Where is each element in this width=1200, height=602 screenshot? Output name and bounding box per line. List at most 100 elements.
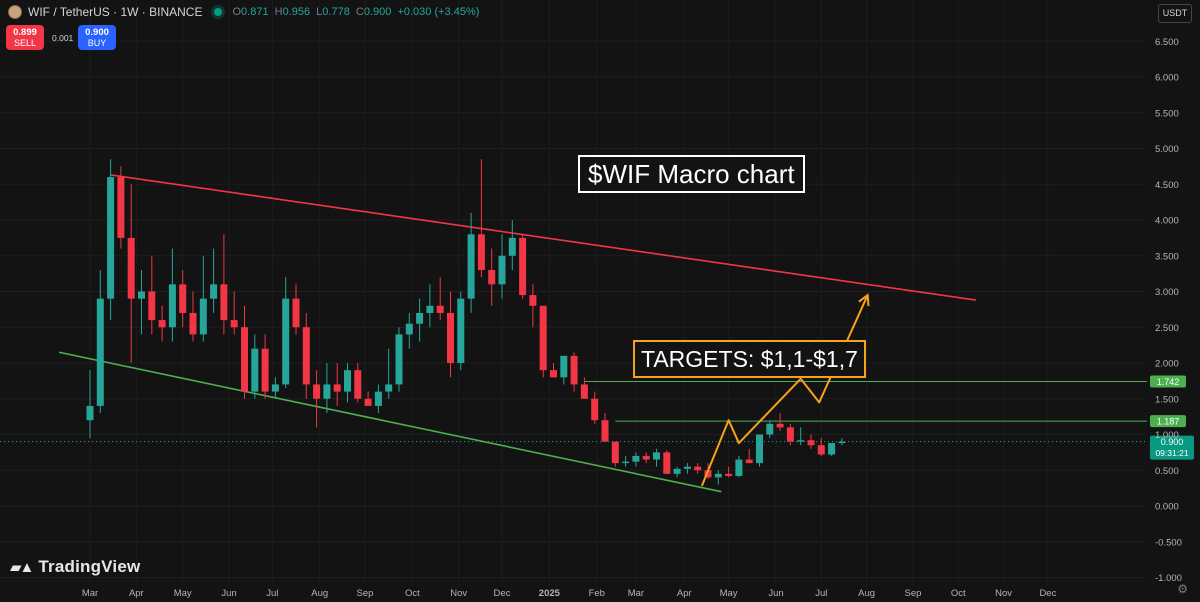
settings-gear-icon[interactable]: ⚙ [1177,582,1188,596]
candle-body [416,312,424,324]
ohlc-change: +0.030 (+3.45%) [397,6,480,18]
candle-body [189,312,197,335]
candle-body [776,423,784,428]
candle-body [385,384,393,392]
support-trendline [58,351,722,493]
tradingview-logo-icon: ▰▲ [10,559,34,576]
candle-body [127,237,135,299]
x-tick-label: Dec [1039,588,1056,599]
ohlc-close-key: C [355,6,364,18]
candle-body [735,459,743,476]
candle-body [457,298,465,363]
candle-body [107,177,115,299]
buy-label: BUY [87,38,107,48]
x-tick-label: Oct [405,588,420,599]
x-tick-label: Jul [815,588,827,599]
candle-body [179,284,187,313]
x-tick-label: Apr [129,588,144,599]
candle-body [560,355,568,378]
y-tick-label: 1.500 [1155,394,1179,405]
last-price-label-bg [1150,435,1194,460]
candle-body [611,441,619,464]
price-axis[interactable]: 6.500 6.000 5.500 5.000 4.500 4.000 3.500 3.000… [1155,37,1182,584]
coin-logo-icon [8,5,22,19]
x-tick-label: Aug [858,588,875,599]
buy-button[interactable]: 0.900 BUY [78,25,116,50]
x-tick-label: Sep [357,588,374,599]
y-tick-label: 2.000 [1155,359,1179,370]
y-tick-label: 1.000 [1155,430,1179,441]
candle-body [86,405,94,421]
targets-annotation: TARGETS: $1,1-$1,7 [633,340,866,378]
candle-body [292,298,300,328]
sell-button[interactable]: 0.899 SELL [6,25,44,50]
candle-body [251,348,259,392]
candle-body [395,334,403,385]
candle-body [220,284,228,321]
candle-body [477,234,485,271]
ohlc-high: 0.956 [282,6,311,18]
tradingview-logo[interactable]: ▰▲ TradingView [10,557,140,577]
candle-body [519,237,527,296]
candle-body [766,423,774,435]
time-axis[interactable]: Mar Apr May Jun Jul Aug Sep Oct Nov Dec 2025 Feb Mar… [82,588,1057,599]
level-label-bg [1150,415,1186,428]
candle-body [529,295,537,306]
x-tick-label: Nov [995,588,1012,599]
candle-body [725,473,733,476]
x-tick-label: Apr [677,588,692,599]
candle-body [323,384,331,399]
candle-body [302,327,310,385]
projection-path [700,293,870,487]
tradingview-brand-name: TradingView [38,557,141,576]
candle-body [673,468,681,474]
y-tick-label: 2.500 [1155,323,1179,334]
candle-body [828,443,836,455]
y-tick-label: 3.000 [1155,287,1179,298]
ohlc-open: 0.871 [241,6,269,18]
x-tick-label: Sep [905,588,922,599]
spread-value: 0.001 [52,33,74,43]
y-tick-label: 6.000 [1155,73,1179,84]
candle-body [364,398,372,406]
sell-label: SELL [13,38,37,48]
x-tick-label: Mar [628,588,644,599]
resistance-trendline [110,174,976,301]
y-tick-label: 4.500 [1155,180,1179,191]
candle-body [694,466,702,471]
candle-body [467,234,475,299]
ohlc-low: 0.778 [322,6,350,18]
y-tick-label: 3.500 [1155,251,1179,262]
currency-selector[interactable]: USDT [1158,4,1192,23]
trendlines [58,174,976,493]
ohlc-open-key: O [232,6,242,18]
candle-body [333,384,341,392]
candle-body [138,291,145,299]
candle-body [745,459,753,464]
candle-body [622,461,630,464]
buy-price: 0.900 [85,27,109,38]
candle-body [354,370,362,399]
candle-body [447,312,454,363]
last-price-label: 0.900 [1161,437,1184,447]
x-tick-label: Jul [266,588,278,599]
candle-body [817,445,825,455]
x-tick-label: 2025 [539,588,561,599]
candle-body [344,370,351,392]
candle-body [313,384,321,399]
x-tick-label: Aug [311,588,328,599]
candle-body [282,298,290,385]
x-tick-label: Mar [82,588,98,599]
candle-body [683,466,691,469]
candle-body [601,420,609,442]
y-tick-label: 6.500 [1155,37,1179,48]
candle-body [210,284,218,299]
chart-title-annotation: $WIF Macro chart [578,155,805,193]
ohlc-close: 0.900 [363,6,392,18]
candles [86,159,846,485]
symbol-title[interactable]: WIF / TetherUS · 1W · BINANCE [28,5,203,19]
ohlc-high-key: H [274,6,283,18]
projection-arrowhead [858,293,870,307]
x-tick-label: Dec [494,588,511,599]
